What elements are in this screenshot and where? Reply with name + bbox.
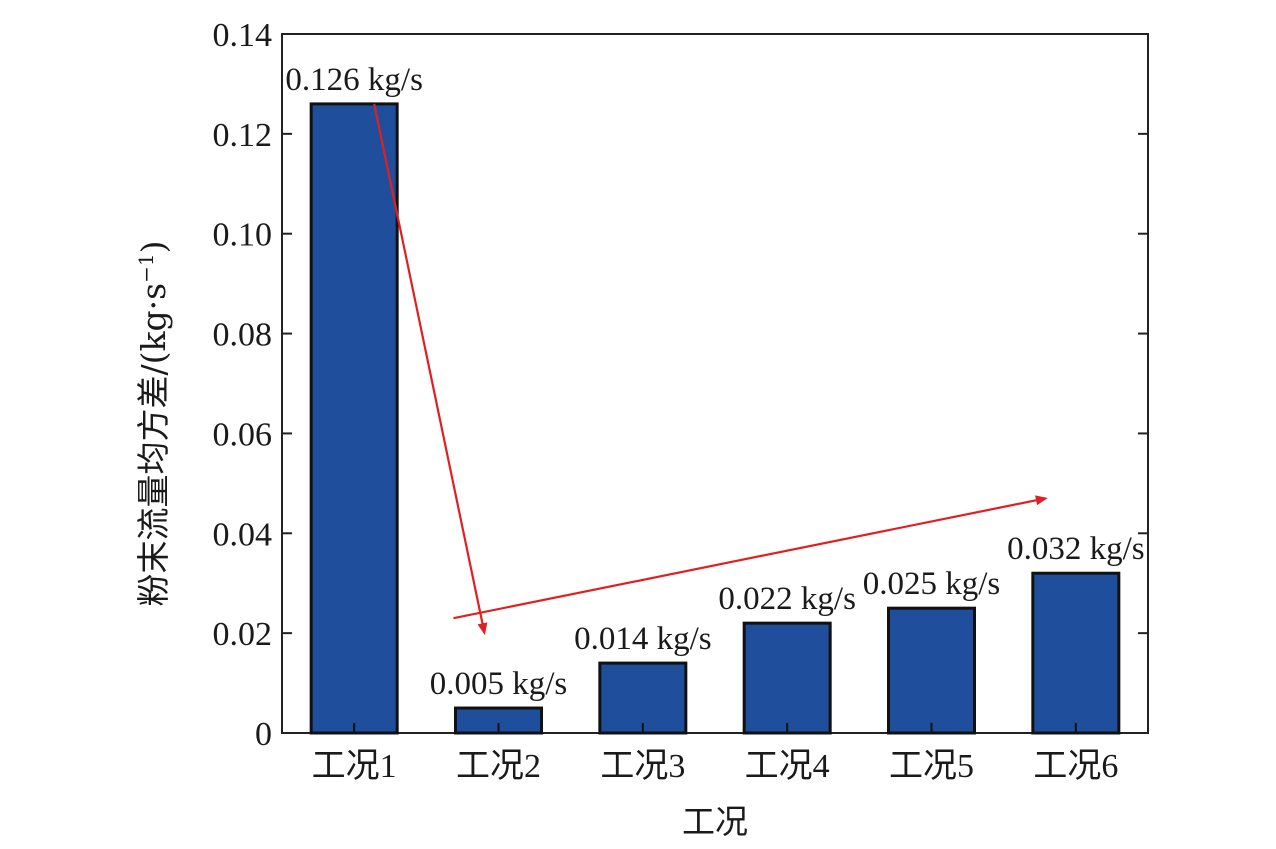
data-label: 0.126 kg/s (285, 62, 423, 98)
bar (742, 621, 832, 735)
bar (887, 606, 976, 735)
x-axis: 工况1 工况2 工况3 工况4 工况5 工况6 (312, 723, 1118, 785)
y-axis-title: 粉末流量均方差/(kg·s−1) (134, 241, 173, 607)
y-tick-label: 0 (255, 716, 272, 753)
y-axis: 0 0.02 0.04 0.06 0.08 0.10 0.12 0.14 (213, 17, 1148, 753)
trend-arrow (373, 103, 488, 636)
data-label: 0.014 kg/s (574, 621, 712, 657)
y-axis-title-superscript: −1 (134, 253, 158, 282)
bar (1031, 571, 1121, 735)
x-tick-label: 工况6 (1033, 748, 1118, 785)
data-label: 0.025 kg/s (863, 566, 1001, 602)
x-tick-label: 工况2 (456, 748, 541, 785)
data-label: 0.032 kg/s (1007, 531, 1145, 567)
y-tick-label: 0.10 (213, 217, 273, 254)
y-tick-label: 0.06 (213, 416, 273, 453)
y-tick-label: 0.02 (213, 616, 273, 653)
x-tick-label: 工况3 (600, 748, 685, 785)
y-axis-title-close: ) (134, 241, 173, 254)
data-labels: 0.126 kg/s 0.005 kg/s0.014 kg/s0.022 kg/s… (285, 62, 1144, 702)
y-tick-label: 0.04 (213, 516, 273, 553)
bar (309, 102, 399, 735)
x-tick-label: 工况5 (889, 748, 974, 785)
x-tick-label: 工况1 (312, 748, 397, 785)
data-label: 0.005 kg/s (430, 666, 568, 702)
y-tick-label: 0.08 (213, 317, 273, 354)
bar-series (309, 102, 1121, 735)
y-axis-title-main: 粉末流量均方差/(kg·s (134, 283, 173, 607)
trend-arrow (453, 495, 1048, 620)
x-tick-label: 工况4 (745, 748, 830, 785)
x-axis-title: 工况 (682, 802, 748, 841)
y-tick-label: 0.12 (213, 117, 273, 154)
data-label: 0.022 kg/s (718, 581, 856, 617)
plot-frame (281, 33, 1149, 734)
y-tick-label: 0.14 (213, 17, 273, 54)
trend-arrows (373, 103, 1048, 636)
bar (598, 661, 688, 735)
